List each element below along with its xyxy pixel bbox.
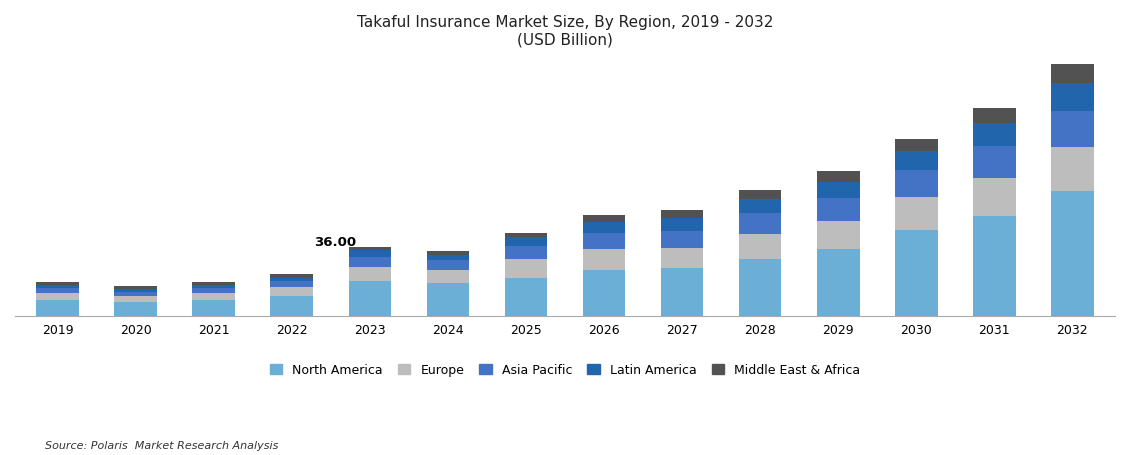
Bar — [739, 259, 782, 316]
Legend: North America, Europe, Asia Pacific, Latin America, Middle East & Africa: North America, Europe, Asia Pacific, Lat… — [264, 359, 866, 382]
Bar — [270, 278, 313, 282]
Bar — [36, 286, 79, 288]
Bar — [426, 261, 469, 270]
Bar — [114, 293, 157, 296]
Bar — [817, 249, 860, 316]
Bar — [895, 171, 938, 198]
Bar — [583, 222, 626, 233]
Bar — [192, 286, 235, 288]
Bar — [192, 293, 235, 300]
Title: Takaful Insurance Market Size, By Region, 2019 - 2032
(USD Billion): Takaful Insurance Market Size, By Region… — [357, 15, 773, 47]
Bar — [192, 288, 235, 293]
Bar — [973, 147, 1016, 179]
Bar — [739, 191, 782, 200]
Bar — [1051, 65, 1094, 84]
Bar — [114, 296, 157, 302]
Bar — [661, 248, 704, 268]
Bar — [504, 233, 547, 238]
Bar — [504, 238, 547, 247]
Bar — [661, 210, 704, 219]
Bar — [817, 172, 860, 182]
Bar — [114, 302, 157, 316]
Bar — [1051, 148, 1094, 192]
Bar — [36, 293, 79, 300]
Bar — [661, 231, 704, 248]
Bar — [192, 283, 235, 286]
Bar — [270, 288, 313, 296]
Bar — [426, 251, 469, 255]
Bar — [348, 248, 391, 250]
Bar — [114, 287, 157, 289]
Bar — [817, 182, 860, 199]
Bar — [36, 288, 79, 293]
Bar — [895, 139, 938, 152]
Bar — [192, 300, 235, 316]
Bar — [1051, 111, 1094, 148]
Bar — [36, 300, 79, 316]
Text: 36.00: 36.00 — [314, 236, 356, 249]
Bar — [426, 284, 469, 316]
Text: Source: Polaris  Market Research Analysis: Source: Polaris Market Research Analysis — [45, 440, 279, 450]
Bar — [426, 255, 469, 261]
Bar — [270, 282, 313, 288]
Bar — [504, 247, 547, 260]
Bar — [817, 222, 860, 249]
Bar — [895, 230, 938, 316]
Bar — [270, 274, 313, 278]
Bar — [973, 179, 1016, 217]
Bar — [348, 257, 391, 268]
Bar — [583, 270, 626, 316]
Bar — [895, 152, 938, 171]
Bar — [661, 219, 704, 231]
Bar — [504, 260, 547, 278]
Bar — [348, 282, 391, 316]
Bar — [973, 109, 1016, 124]
Bar — [36, 283, 79, 286]
Bar — [895, 198, 938, 230]
Bar — [270, 296, 313, 316]
Bar — [583, 249, 626, 270]
Bar — [504, 278, 547, 316]
Bar — [817, 199, 860, 222]
Bar — [973, 217, 1016, 316]
Bar — [1051, 84, 1094, 111]
Bar — [348, 250, 391, 257]
Bar — [739, 214, 782, 234]
Bar — [426, 270, 469, 284]
Bar — [1051, 192, 1094, 316]
Bar — [739, 234, 782, 259]
Bar — [348, 268, 391, 282]
Bar — [739, 200, 782, 214]
Bar — [114, 289, 157, 293]
Bar — [973, 124, 1016, 147]
Bar — [583, 216, 626, 222]
Bar — [583, 233, 626, 249]
Bar — [661, 268, 704, 316]
